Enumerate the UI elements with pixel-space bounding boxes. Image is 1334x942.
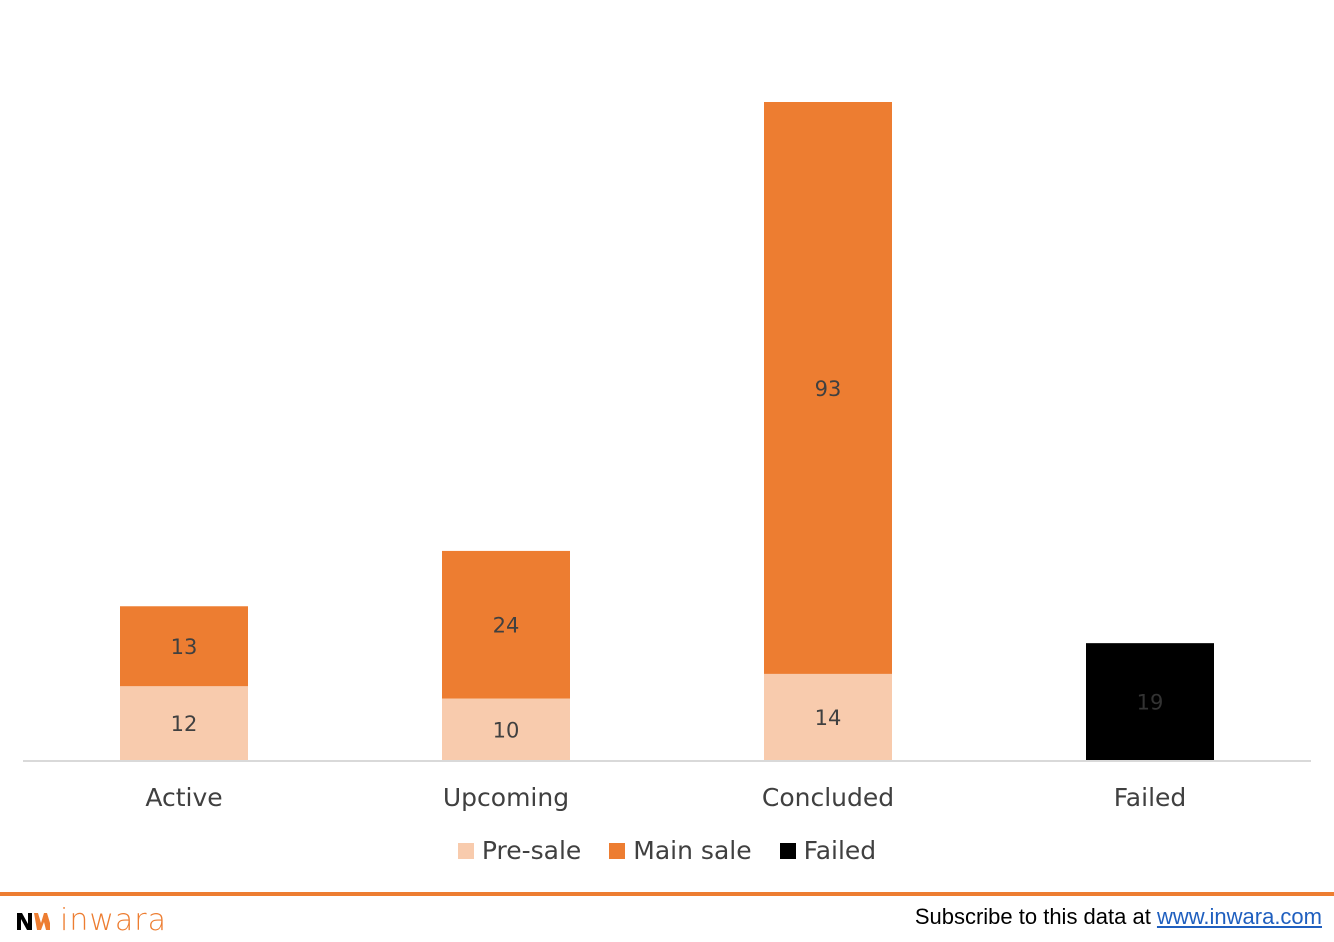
legend-swatch-main-sale bbox=[609, 842, 626, 859]
footer-divider bbox=[0, 892, 1334, 896]
bar-concluded-pre-sale bbox=[764, 673, 892, 760]
legend-label-main-sale: Main sale bbox=[633, 836, 752, 865]
legend-item-main-sale: Main sale bbox=[609, 836, 752, 865]
data-label-concluded-main-sale: 93 bbox=[815, 377, 842, 401]
subscribe-link[interactable]: www.inwara.com bbox=[1156, 904, 1322, 929]
legend-swatch-failed bbox=[779, 842, 796, 859]
bar-upcoming-pre-sale bbox=[442, 698, 570, 760]
legend-label-pre-sale: Pre-sale bbox=[481, 836, 582, 865]
data-label-active-pre-sale: 12 bbox=[171, 712, 198, 736]
legend-swatch-pre-sale bbox=[457, 842, 474, 859]
inwara-logo-icon bbox=[17, 912, 50, 930]
category-label-failed: Failed bbox=[1114, 783, 1187, 812]
legend: Pre-sale Main sale Failed bbox=[0, 836, 1334, 865]
bar-active-pre-sale bbox=[120, 686, 248, 760]
data-label-upcoming-pre-sale: 10 bbox=[493, 718, 520, 742]
bar-failed-failed bbox=[1086, 643, 1214, 760]
category-label-active: Active bbox=[145, 783, 222, 812]
brand-name: inwara bbox=[60, 903, 167, 938]
category-labels-group: Active Upcoming Concluded Failed bbox=[145, 783, 1186, 812]
bar-concluded-main-sale bbox=[764, 102, 892, 674]
bars-group bbox=[120, 102, 1214, 760]
data-label-concluded-pre-sale: 14 bbox=[815, 706, 842, 730]
data-labels-group: 12 13 10 24 14 93 19 bbox=[171, 377, 1164, 742]
stacked-bar-chart: 12 13 10 24 14 93 19 Active Upcoming Concluded Fa… bbox=[23, 102, 1311, 812]
legend-item-failed: Failed bbox=[779, 836, 877, 865]
category-label-concluded: Concluded bbox=[762, 783, 894, 812]
data-label-active-main-sale: 13 bbox=[171, 635, 198, 659]
data-label-upcoming-main-sale: 24 bbox=[493, 614, 520, 638]
subscribe-note: Subscribe to this data at www.inwara.com bbox=[915, 904, 1322, 930]
bar-active-main-sale bbox=[120, 606, 248, 687]
brand-logo: inwara bbox=[16, 903, 167, 938]
bar-upcoming-main-sale bbox=[442, 550, 570, 699]
legend-label-failed: Failed bbox=[803, 836, 877, 865]
legend-item-pre-sale: Pre-sale bbox=[457, 836, 582, 865]
category-label-upcoming: Upcoming bbox=[443, 783, 569, 812]
data-label-failed-failed: 19 bbox=[1137, 691, 1164, 715]
subscribe-text: Subscribe to this data at bbox=[914, 904, 1157, 929]
